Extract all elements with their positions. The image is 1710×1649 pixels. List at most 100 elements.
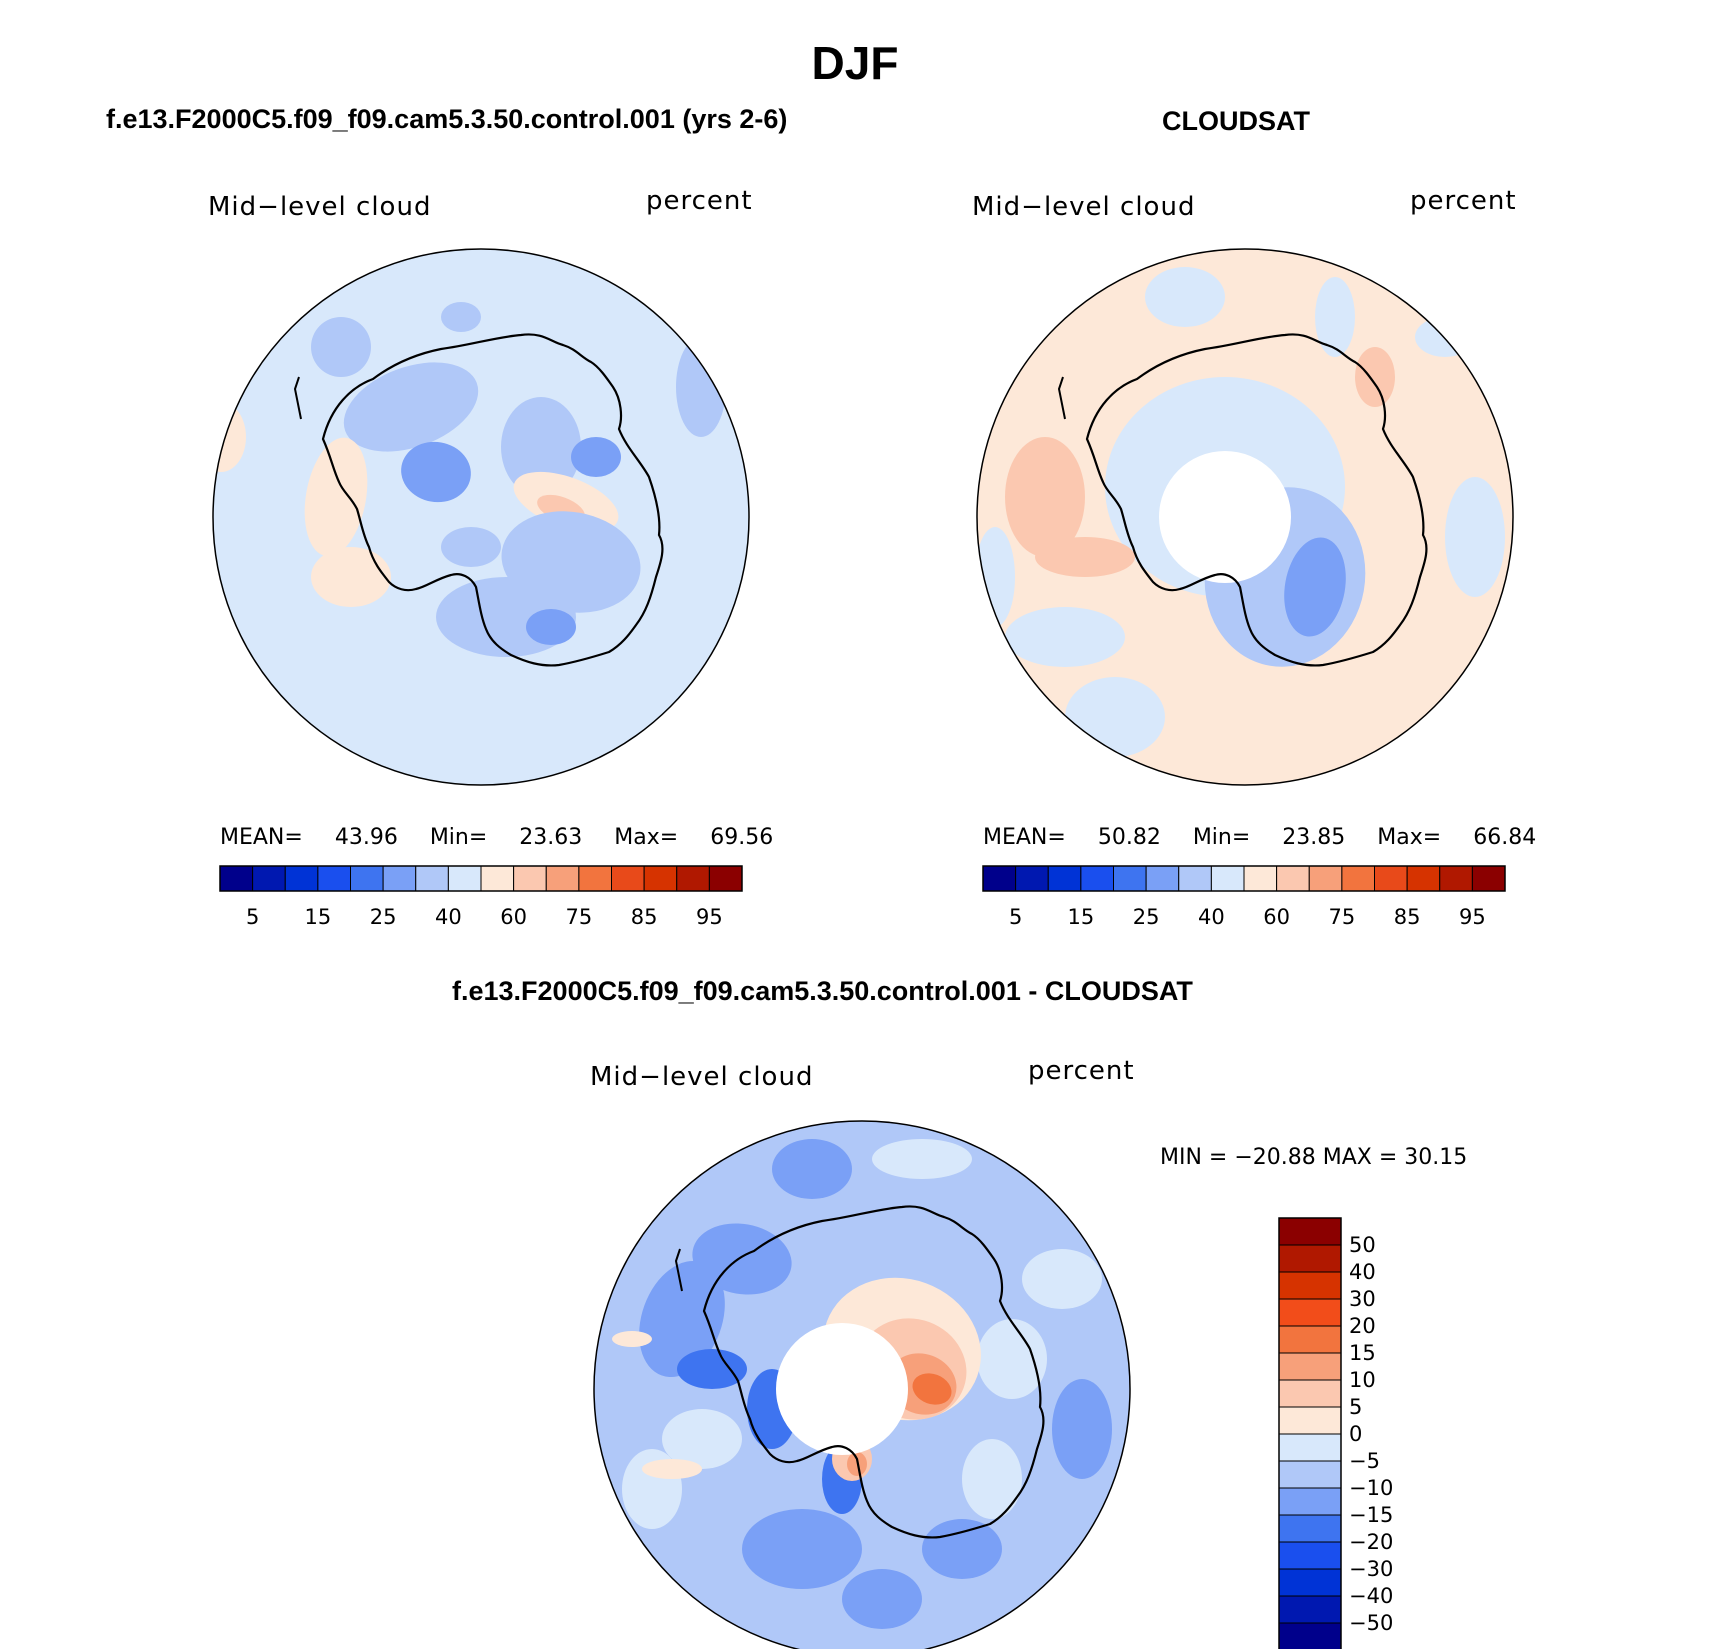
diff-contour-region xyxy=(677,1349,747,1389)
obs-colorbar-tick-label: 85 xyxy=(1394,905,1421,929)
obs-contour-region xyxy=(1415,317,1475,357)
model-contour-region xyxy=(676,337,726,437)
obs-contour-region xyxy=(1005,437,1085,557)
model-max-value: 69.56 xyxy=(710,825,774,850)
diff-colorbar-frame xyxy=(1278,1217,1342,1649)
model-colorbar-segment xyxy=(676,865,710,892)
diff-colorbar-segment xyxy=(1278,1325,1342,1354)
model-colorbar-segment xyxy=(447,865,482,892)
model-variable-label: Mid−level cloud xyxy=(208,192,432,222)
obs-colorbar-segment xyxy=(1210,865,1245,892)
obs-colorbar-tick-label: 25 xyxy=(1133,905,1160,929)
model-max-label: Max= xyxy=(614,825,679,850)
diff-contour-region xyxy=(642,1459,702,1479)
model-contour-region xyxy=(501,397,581,497)
diff-contour-region xyxy=(662,1409,742,1469)
diff-panel-title: f.e13.F2000C5.f09_f09.cam5.3.50.control.… xyxy=(452,976,1193,1006)
model-colorbar-segment xyxy=(578,865,612,892)
model-units-label: percent xyxy=(646,186,753,216)
obs-colorbar-segment xyxy=(982,865,1017,892)
obs-peninsula-coast xyxy=(1057,376,1066,420)
model-colorbar-tick-label: 5 xyxy=(246,905,259,929)
model-peninsula-coast xyxy=(293,376,302,420)
diff-colorbar-segment xyxy=(1278,1379,1342,1408)
obs-contour-region xyxy=(1005,607,1125,667)
diff-contour-region xyxy=(842,1569,922,1629)
diff-contour-region xyxy=(1052,1379,1112,1479)
model-colorbar-tick-label: 15 xyxy=(305,905,332,929)
model-colorbar-tick-label: 85 xyxy=(631,905,658,929)
obs-colorbar-segment xyxy=(1439,865,1473,892)
diff-colorbar-tick-label: 30 xyxy=(1349,1287,1376,1311)
obs-panel-title: CLOUDSAT xyxy=(1162,106,1310,136)
diff-contour-region xyxy=(872,1139,972,1179)
diff-colorbar-segment xyxy=(1278,1217,1342,1246)
obs-colorbar-segment xyxy=(1113,865,1147,892)
diff-colorbar-tick-label: −15 xyxy=(1349,1503,1393,1527)
model-colorbar-tick-label: 25 xyxy=(370,905,397,929)
model-mean-label: MEAN= xyxy=(220,825,303,850)
diff-colorbar-segment xyxy=(1278,1352,1342,1381)
diff-contour-region xyxy=(1022,1249,1102,1309)
obs-contour-region xyxy=(1035,537,1135,577)
difference-map xyxy=(593,1120,1131,1649)
model-colorbar-segment xyxy=(545,865,580,892)
model-contour-region xyxy=(571,437,621,477)
model-colorbar-segment xyxy=(219,865,254,892)
model-colorbar-segment xyxy=(284,865,319,892)
model-colorbar-segment xyxy=(643,865,678,892)
diff-minmax: MIN = −20.88 MAX = 30.15 xyxy=(1160,1145,1468,1170)
model-field xyxy=(213,249,749,785)
model-colorbar-tick-label: 95 xyxy=(696,905,723,929)
diff-colorbar-tick-label: 40 xyxy=(1349,1260,1376,1284)
model-contour-region xyxy=(304,437,368,557)
diff-contour-region xyxy=(962,1439,1022,1519)
diff-missing-data-area xyxy=(776,1323,908,1455)
obs-colorbar-tick-label: 15 xyxy=(1068,905,1095,929)
obs-mean-value: 50.82 xyxy=(1097,825,1161,850)
diff-colorbar-segment xyxy=(1278,1298,1342,1327)
diff-colorbar-segment xyxy=(1278,1595,1342,1624)
obs-colorbar-tick-label: 95 xyxy=(1459,905,1486,929)
model-colorbar-segment xyxy=(415,865,449,892)
model-colorbar: 5 15 25 40 60 75 85 95 xyxy=(219,865,743,929)
obs-colorbar-segment xyxy=(1243,865,1278,892)
model-contour-region xyxy=(441,302,481,332)
obs-contour-region xyxy=(1065,677,1165,757)
diff-contour-region xyxy=(977,1319,1047,1399)
model-contour-region xyxy=(526,609,576,645)
obs-colorbar-tick-label: 60 xyxy=(1263,905,1290,929)
obs-contour-region xyxy=(1355,347,1395,407)
diff-colorbar-tick-label: −40 xyxy=(1349,1584,1393,1608)
obs-max-label: Max= xyxy=(1377,825,1442,850)
model-contour-region xyxy=(311,547,391,607)
model-min-label: Min= xyxy=(429,825,488,850)
model-contour-region xyxy=(441,527,501,567)
diff-units-label: percent xyxy=(1028,1056,1135,1086)
obs-colorbar-segment xyxy=(1047,865,1082,892)
diff-field xyxy=(594,1121,1130,1649)
obs-stats: MEAN= 50.82 Min= 23.85 Max= 66.84 xyxy=(983,825,1536,850)
model-contour-region xyxy=(311,317,371,377)
model-mean-value: 43.96 xyxy=(334,825,398,850)
obs-colorbar-segment xyxy=(1015,865,1049,892)
obs-map xyxy=(976,248,1514,786)
obs-colorbar-segment xyxy=(1341,865,1375,892)
diff-colorbar-tick-label: −5 xyxy=(1349,1449,1380,1473)
diff-colorbar-segment xyxy=(1278,1433,1342,1462)
diff-map-boundary xyxy=(593,1120,1131,1649)
model-background-field xyxy=(213,249,749,785)
model-colorbar-segment xyxy=(708,865,743,892)
diff-variable-label: Mid−level cloud xyxy=(590,1062,814,1092)
obs-colorbar-segment xyxy=(1276,865,1310,892)
obs-colorbar-segment xyxy=(1471,865,1506,892)
obs-colorbar-segment xyxy=(1178,865,1212,892)
obs-mean-label: MEAN= xyxy=(983,825,1066,850)
obs-field xyxy=(977,249,1513,785)
model-contour-region xyxy=(401,441,471,503)
model-colorbar-tick-label: 75 xyxy=(566,905,593,929)
obs-units-label: percent xyxy=(1410,186,1517,216)
model-colorbar-tick-label: 60 xyxy=(500,905,527,929)
